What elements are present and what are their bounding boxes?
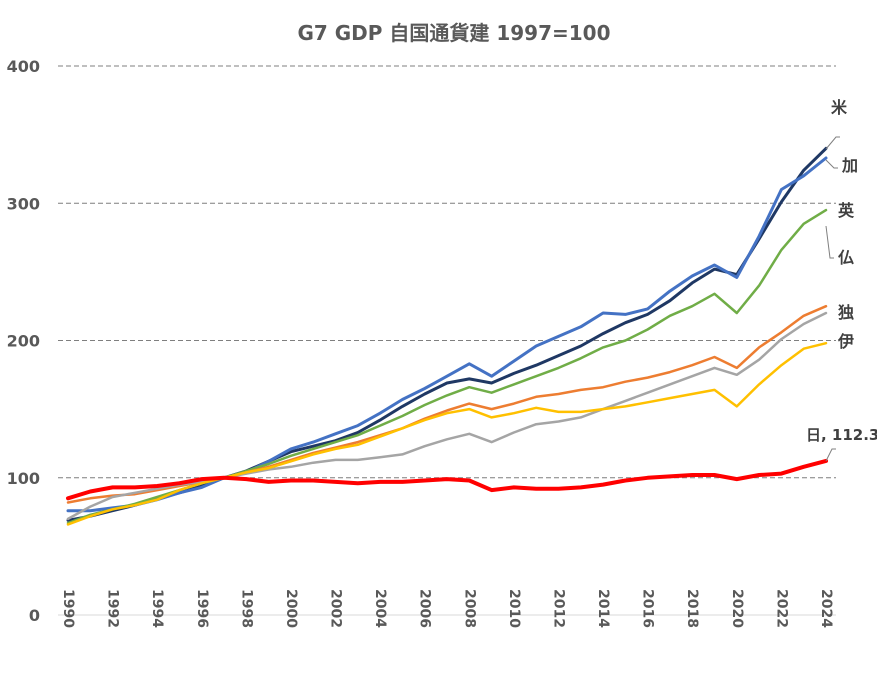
y-tick-label: 100 <box>7 469 40 488</box>
series-lines <box>66 146 828 526</box>
x-tick-label: 1994 <box>149 589 165 628</box>
x-tick-label: 2014 <box>595 589 611 628</box>
series-label-it: 伊 <box>837 332 854 351</box>
x-tick-label: 2010 <box>506 589 522 628</box>
x-tick-label: 2018 <box>684 589 700 628</box>
series-label-de: 独 <box>838 303 854 322</box>
series-label-uk: 英 <box>837 201 855 220</box>
x-tick-label: 1996 <box>194 589 210 628</box>
x-tick-label: 2002 <box>328 589 344 628</box>
series-line-5 <box>66 341 828 526</box>
y-tick-label: 400 <box>7 57 40 76</box>
series-label-ca: 加 <box>841 156 858 175</box>
series-line-6 <box>66 458 828 501</box>
gridlines <box>58 65 836 616</box>
series-line-4 <box>66 311 828 521</box>
x-tick-label: 2004 <box>372 589 388 628</box>
leader-ca <box>825 159 838 169</box>
x-tick-label: 1992 <box>105 589 121 628</box>
series-label-us: 米 <box>831 98 848 117</box>
series-label-fr: 仏 <box>838 248 854 267</box>
y-axis-ticks: 0 100 200 300 400 <box>7 57 40 625</box>
series-label-jp: 日, 112.3 <box>806 426 877 444</box>
leader-jp <box>825 448 836 462</box>
y-tick-label: 300 <box>7 194 40 213</box>
x-tick-label: 2022 <box>773 589 789 628</box>
x-tick-label: 2012 <box>550 589 566 628</box>
leader-us <box>825 136 840 150</box>
x-tick-label: 1990 <box>60 589 76 628</box>
label-leader-lines <box>825 136 840 462</box>
y-tick-label: 0 <box>29 606 40 625</box>
x-tick-label: 1998 <box>238 589 254 628</box>
x-tick-label: 2024 <box>818 589 834 628</box>
leader-fr <box>825 225 834 259</box>
x-tick-label: 2020 <box>729 589 745 628</box>
x-tick-label: 2016 <box>640 589 656 628</box>
x-tick-label: 2008 <box>461 589 477 628</box>
x-tick-label: 2000 <box>283 589 299 628</box>
y-tick-label: 200 <box>7 332 40 351</box>
series-line-1 <box>66 156 828 513</box>
x-axis-ticks: 1990 1992 1994 1996 1998 2000 2002 2004 2006 2008… <box>60 589 834 628</box>
x-tick-label: 2006 <box>417 589 433 628</box>
chart-title: G7 GDP 自国通貨建 1997=100 <box>297 21 610 45</box>
